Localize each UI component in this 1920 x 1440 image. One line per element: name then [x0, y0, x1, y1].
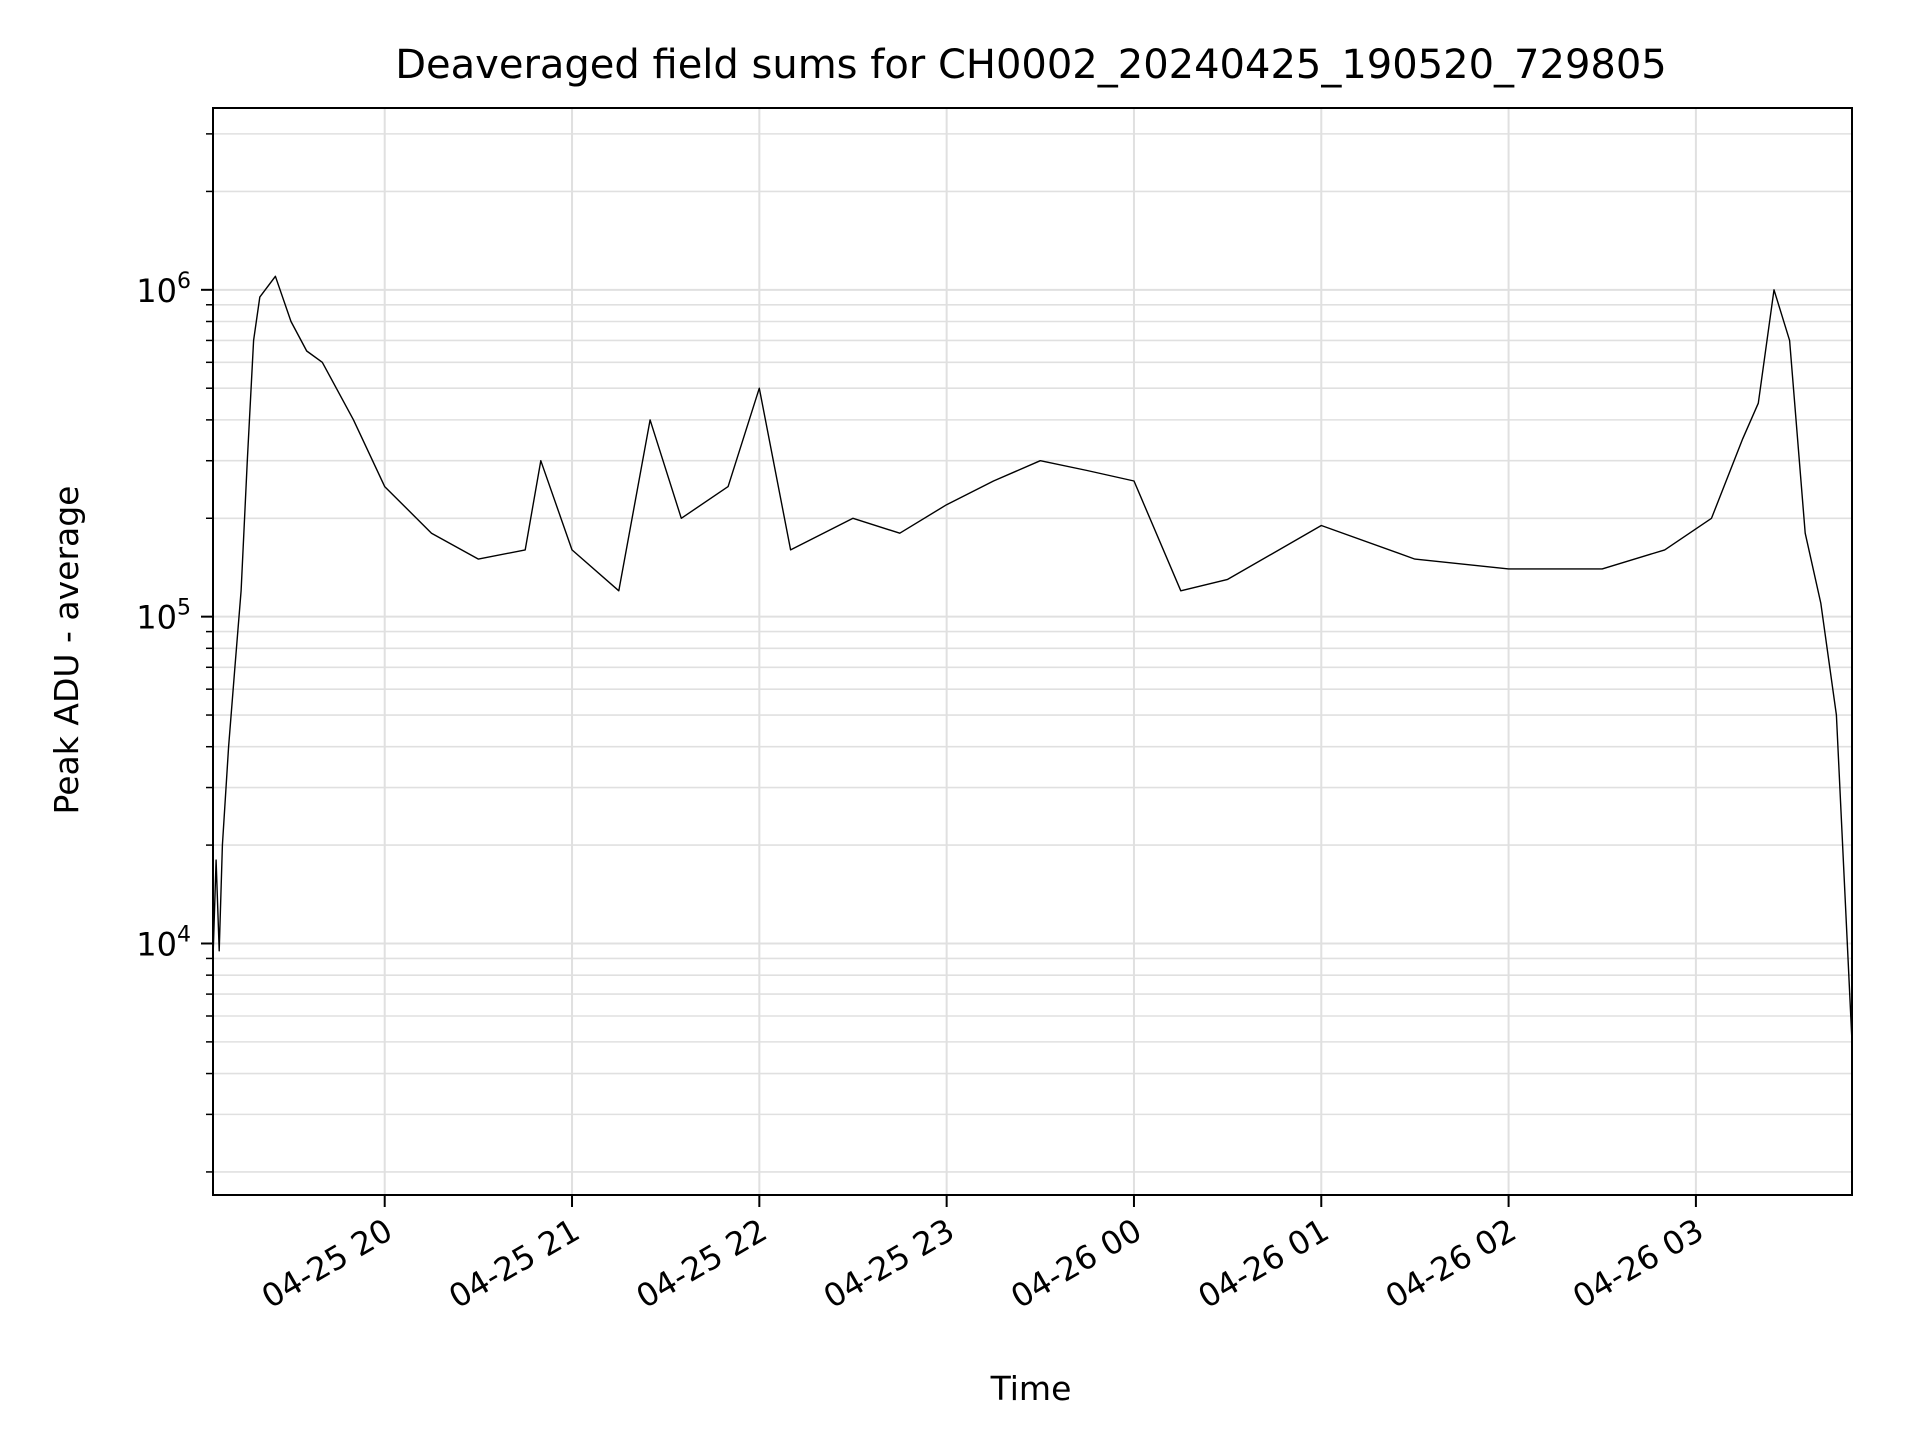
- x-axis-label: Time: [990, 1369, 1072, 1408]
- x-tick-label: 04-25 21: [442, 1211, 586, 1316]
- series-line: [212, 275, 1853, 1042]
- x-tick-label: 04-25 22: [630, 1211, 774, 1316]
- x-tick-label: 04-26 02: [1379, 1211, 1523, 1316]
- grid: [213, 108, 1852, 1195]
- plot-frame: [212, 107, 1853, 1196]
- y-axis-ticks: 104 105 106: [136, 133, 213, 1173]
- x-tick-label: 04-26 00: [1004, 1211, 1148, 1316]
- y-tick-label: 104: [136, 922, 191, 963]
- y-axis-label: Peak ADU - average: [47, 486, 86, 815]
- y-tick-label: 105: [136, 596, 191, 637]
- x-tick-label: 04-26 01: [1192, 1211, 1336, 1316]
- x-tick-label: 04-25 20: [255, 1211, 399, 1316]
- x-tick-label: 04-25 23: [817, 1211, 961, 1316]
- x-axis-ticks: 04-25 20 04-25 21 04-25 22 04-25 23 04-26 00…: [255, 1195, 1710, 1316]
- x-tick-label: 04-26 03: [1566, 1211, 1710, 1316]
- chart-title: Deaveraged field sums for CH0002_2024042…: [395, 42, 1667, 88]
- y-tick-label: 106: [136, 269, 191, 310]
